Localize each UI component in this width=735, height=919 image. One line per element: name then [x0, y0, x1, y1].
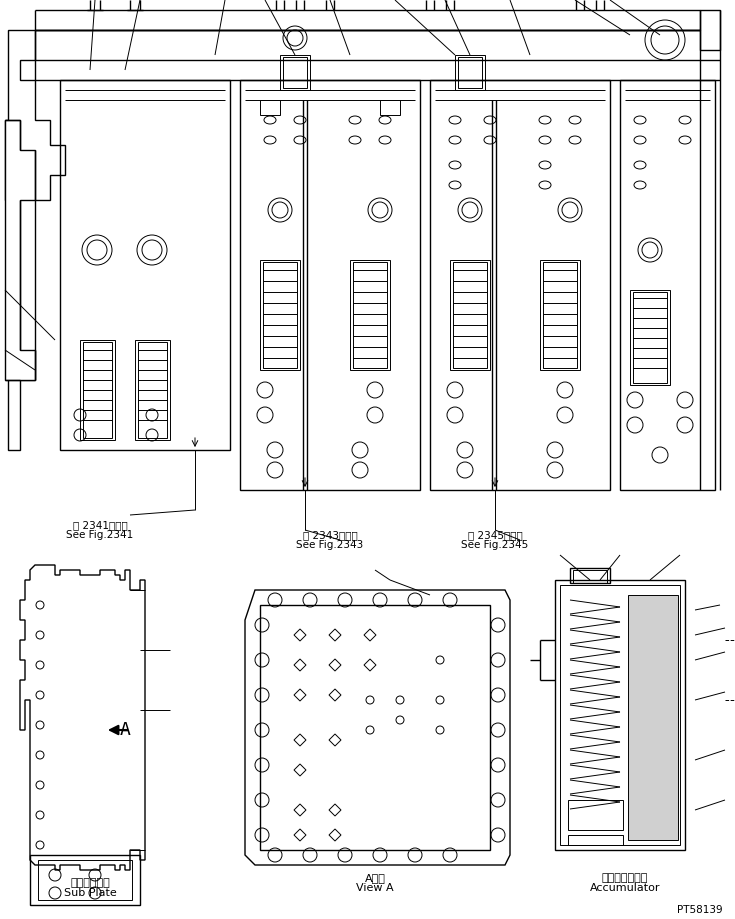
- Bar: [350, 260, 390, 370]
- Bar: [450, 260, 490, 370]
- Bar: [353, 262, 387, 368]
- Bar: [280, 55, 310, 90]
- Text: A: A: [120, 721, 131, 739]
- Bar: [540, 260, 580, 370]
- Text: View A: View A: [356, 883, 394, 893]
- Text: サブプレート: サブプレート: [70, 878, 110, 888]
- Text: See Fig.2343: See Fig.2343: [296, 540, 364, 550]
- Bar: [628, 595, 678, 840]
- Bar: [458, 57, 482, 88]
- Text: 第 2341図参照: 第 2341図参照: [73, 520, 127, 530]
- Bar: [453, 262, 487, 368]
- Bar: [38, 860, 132, 900]
- Bar: [573, 570, 607, 583]
- Bar: [543, 262, 577, 368]
- Bar: [568, 800, 623, 830]
- Bar: [380, 100, 400, 115]
- Polygon shape: [5, 30, 65, 450]
- Bar: [83, 342, 112, 438]
- Bar: [570, 568, 610, 583]
- Bar: [138, 342, 167, 438]
- Bar: [260, 260, 300, 370]
- Text: See Fig.2341: See Fig.2341: [66, 530, 134, 540]
- Bar: [80, 340, 115, 440]
- Bar: [568, 835, 623, 845]
- Text: See Fig.2345: See Fig.2345: [462, 540, 528, 550]
- Text: アキュムレータ: アキュムレータ: [602, 873, 648, 883]
- Bar: [260, 100, 280, 115]
- Bar: [30, 855, 140, 905]
- Text: A　視: A 視: [365, 873, 385, 883]
- Bar: [283, 57, 307, 88]
- Bar: [263, 262, 297, 368]
- Bar: [560, 585, 680, 845]
- Text: 第 2345図参照: 第 2345図参照: [467, 530, 523, 540]
- Bar: [555, 580, 685, 850]
- Text: 第 2343図参照: 第 2343図参照: [303, 530, 357, 540]
- Text: Sub Plate: Sub Plate: [64, 888, 116, 898]
- Bar: [633, 292, 667, 383]
- Bar: [455, 55, 485, 90]
- Bar: [260, 605, 490, 850]
- Text: PT58139: PT58139: [677, 905, 723, 915]
- Bar: [135, 340, 170, 440]
- Polygon shape: [5, 120, 35, 380]
- Bar: [630, 290, 670, 385]
- Text: Accumulator: Accumulator: [589, 883, 660, 893]
